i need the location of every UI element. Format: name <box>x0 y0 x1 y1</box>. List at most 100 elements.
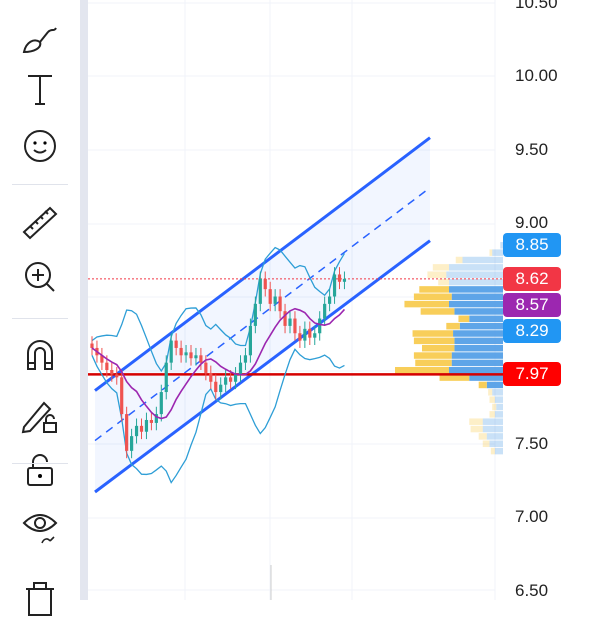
volume-profile-bar-up <box>492 403 497 411</box>
candle <box>159 392 163 415</box>
candle <box>332 274 337 297</box>
price-tick: 10.50 <box>515 0 558 12</box>
price-tick: 10.00 <box>515 66 558 85</box>
channel-lower-line <box>94 239 431 494</box>
candle <box>169 340 173 363</box>
candle <box>184 352 188 356</box>
price-label: 8.85 <box>503 233 561 258</box>
unlock-icon <box>27 454 53 486</box>
price-chart[interactable] <box>88 0 600 600</box>
volume-profile-bar-up <box>413 352 452 359</box>
volume-profile-bar-up <box>490 447 495 455</box>
volume-profile-bar-up <box>469 418 483 425</box>
volume-profile-bar-up <box>482 440 490 447</box>
volume-profile-bar-down <box>451 293 503 300</box>
eye-icon <box>22 514 58 544</box>
unlock-button[interactable] <box>18 448 62 492</box>
candle <box>283 311 287 326</box>
candle <box>130 436 134 451</box>
candle <box>149 419 153 423</box>
volume-profile-bar-up <box>427 271 447 278</box>
volume-profile-bar-down <box>482 418 503 425</box>
channel-fill <box>95 137 430 493</box>
volume-profile-bar-down <box>453 330 503 337</box>
candle <box>293 318 297 334</box>
volume-profile-bar-up <box>413 293 452 300</box>
volume-profile-bar-up <box>455 256 463 264</box>
candle <box>100 355 104 363</box>
moving-average-line <box>91 307 346 420</box>
volume-profile-bar-down <box>469 315 503 323</box>
trash-button[interactable] <box>18 575 62 619</box>
candle <box>144 419 149 432</box>
price-tick: 7.00 <box>515 507 549 526</box>
candle <box>110 370 114 375</box>
trash-icon <box>26 582 54 616</box>
volume-profile-bar-up <box>419 286 449 293</box>
volume-profile-bar-down <box>462 256 503 264</box>
candle <box>323 303 327 319</box>
emoji-button[interactable] <box>18 124 62 168</box>
volume-profile-bar-up <box>415 359 452 367</box>
volume-profile-bar-up <box>420 308 455 315</box>
candle <box>273 296 277 304</box>
volume-profile-bar-down <box>494 411 503 418</box>
volume-profile-bar-down <box>454 337 503 345</box>
volume-profile-bar-up <box>446 322 460 330</box>
candle <box>224 377 228 385</box>
lock-drawings-button[interactable] <box>18 393 62 437</box>
candle <box>179 347 183 356</box>
volume-profile-bar-up <box>489 249 493 256</box>
volume-profile-bar-down <box>454 308 503 315</box>
volume-profile-bar-down <box>451 352 503 359</box>
volume-profile-bar-up <box>478 433 487 440</box>
candle <box>199 355 203 363</box>
candle <box>258 278 262 304</box>
candle <box>204 362 208 373</box>
volume-profile-bar-up <box>404 300 449 308</box>
volume-profile-bar-down <box>449 367 503 374</box>
candle <box>337 274 342 282</box>
text-button[interactable] <box>18 68 62 112</box>
price-tick: 9.50 <box>515 139 549 159</box>
candle <box>308 328 312 338</box>
price-label: 8.57 <box>503 292 561 317</box>
candle <box>263 278 267 290</box>
candle <box>139 425 144 432</box>
candle <box>154 414 158 423</box>
volume-profile-bar-down <box>489 440 503 447</box>
volume-profile-bar-up <box>413 337 455 345</box>
volume-profile-bar-down <box>486 433 503 440</box>
volume-profile-bar-down <box>449 286 503 293</box>
lock-drawings-icon <box>21 401 57 434</box>
text-icon <box>28 75 52 105</box>
candle <box>189 352 193 359</box>
brush-icon <box>22 27 57 54</box>
price-label: 8.62 <box>503 266 561 291</box>
candle <box>342 278 347 282</box>
brush-button[interactable] <box>18 18 62 62</box>
zoom-in-button[interactable] <box>18 255 62 299</box>
volume-profile-bar-up <box>438 278 449 286</box>
price-tick: 7.50 <box>515 433 549 453</box>
candle <box>248 325 252 356</box>
volume-profile-bar-down <box>486 381 503 389</box>
volume-profile-bar-up <box>488 389 493 396</box>
volume-profile-bar-down <box>494 396 503 403</box>
candle <box>303 328 307 341</box>
emoji-icon <box>24 130 56 162</box>
volume-profile-bar-down <box>482 425 503 433</box>
candle <box>209 372 213 382</box>
candle <box>115 374 119 378</box>
toolbar-scrollbar[interactable] <box>80 0 88 600</box>
candle <box>238 362 243 375</box>
eye-button[interactable] <box>18 503 62 547</box>
candle <box>233 374 238 382</box>
volume-profile-bar-down <box>454 344 503 352</box>
magnet-button[interactable] <box>18 333 62 377</box>
volume-profile-bar-down <box>449 264 503 271</box>
candle <box>125 414 129 451</box>
candle <box>318 318 322 334</box>
ruler-button[interactable] <box>18 200 62 244</box>
candle <box>105 362 109 370</box>
